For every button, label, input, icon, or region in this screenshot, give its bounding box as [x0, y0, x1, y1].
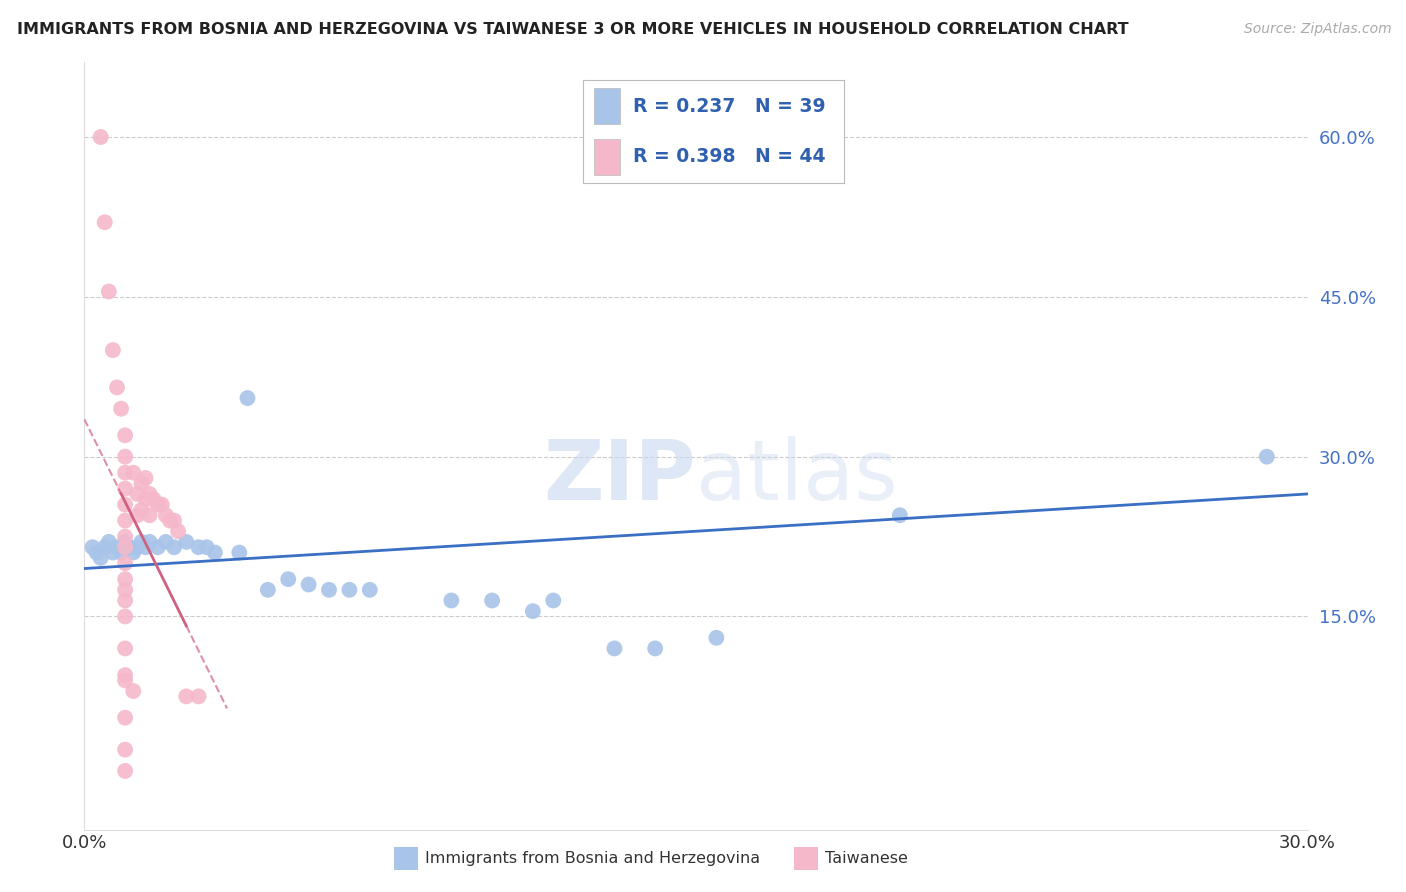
Bar: [593, 139, 620, 175]
Point: [114, 556, 136, 570]
Point: [127, 487, 149, 501]
Point: [114, 530, 136, 544]
Point: [97, 535, 120, 549]
Point: [101, 545, 124, 559]
Point: [114, 742, 136, 756]
Point: [122, 684, 145, 698]
Point: [118, 540, 141, 554]
Point: [440, 593, 463, 607]
Point: [135, 492, 157, 507]
Point: [187, 690, 209, 704]
Point: [138, 508, 160, 523]
Point: [257, 582, 280, 597]
Text: Source: ZipAtlas.com: Source: ZipAtlas.com: [1244, 22, 1392, 37]
Point: [167, 524, 190, 539]
Point: [114, 582, 136, 597]
Point: [481, 593, 503, 607]
Point: [603, 641, 626, 656]
Point: [127, 540, 149, 554]
Text: Taiwanese: Taiwanese: [825, 852, 908, 866]
Point: [135, 471, 157, 485]
Point: [706, 631, 728, 645]
Point: [138, 487, 160, 501]
Point: [114, 572, 136, 586]
Point: [155, 535, 177, 549]
Point: [114, 450, 136, 464]
Point: [339, 582, 361, 597]
Point: [359, 582, 381, 597]
Point: [187, 540, 209, 554]
Point: [1256, 450, 1278, 464]
Point: [114, 668, 136, 682]
Point: [131, 476, 153, 491]
Point: [228, 545, 250, 559]
Point: [150, 498, 173, 512]
Point: [114, 514, 136, 528]
Point: [146, 540, 169, 554]
Point: [135, 540, 157, 554]
Point: [114, 673, 136, 688]
Point: [110, 545, 132, 559]
Point: [86, 545, 108, 559]
Point: [114, 711, 136, 725]
Point: [90, 130, 112, 145]
Point: [131, 535, 153, 549]
Point: [82, 540, 104, 554]
Point: [138, 535, 160, 549]
Text: R = 0.237   N = 39: R = 0.237 N = 39: [633, 97, 825, 116]
Point: [114, 482, 136, 496]
Text: atlas: atlas: [696, 436, 897, 517]
Point: [163, 514, 186, 528]
Text: Immigrants from Bosnia and Herzegovina: Immigrants from Bosnia and Herzegovina: [425, 852, 759, 866]
Text: R = 0.398   N = 44: R = 0.398 N = 44: [633, 147, 825, 166]
Point: [522, 604, 544, 618]
Point: [90, 550, 112, 565]
Point: [105, 540, 128, 554]
Point: [105, 380, 128, 394]
Point: [114, 593, 136, 607]
Point: [155, 508, 177, 523]
Point: [644, 641, 666, 656]
Point: [114, 535, 136, 549]
Point: [97, 285, 120, 299]
Point: [127, 508, 149, 523]
Point: [101, 343, 124, 358]
Point: [204, 545, 226, 559]
Point: [277, 572, 299, 586]
Point: [114, 609, 136, 624]
Point: [298, 577, 321, 591]
Point: [93, 215, 115, 229]
Point: [236, 391, 259, 405]
Point: [159, 514, 181, 528]
Point: [163, 540, 186, 554]
Point: [131, 503, 153, 517]
Point: [114, 498, 136, 512]
Point: [174, 535, 197, 549]
Point: [114, 764, 136, 778]
Text: ZIP: ZIP: [544, 436, 696, 517]
Point: [114, 641, 136, 656]
Text: IMMIGRANTS FROM BOSNIA AND HERZEGOVINA VS TAIWANESE 3 OR MORE VEHICLES IN HOUSEH: IMMIGRANTS FROM BOSNIA AND HERZEGOVINA V…: [17, 22, 1129, 37]
Point: [114, 466, 136, 480]
Point: [889, 508, 911, 523]
Point: [122, 466, 145, 480]
Point: [93, 540, 115, 554]
Point: [122, 545, 145, 559]
Point: [195, 540, 218, 554]
Point: [110, 401, 132, 416]
Point: [543, 593, 565, 607]
Point: [142, 492, 165, 507]
Point: [318, 582, 340, 597]
Point: [146, 498, 169, 512]
Bar: [593, 88, 620, 124]
Point: [114, 540, 136, 554]
Point: [174, 690, 197, 704]
Point: [114, 428, 136, 442]
